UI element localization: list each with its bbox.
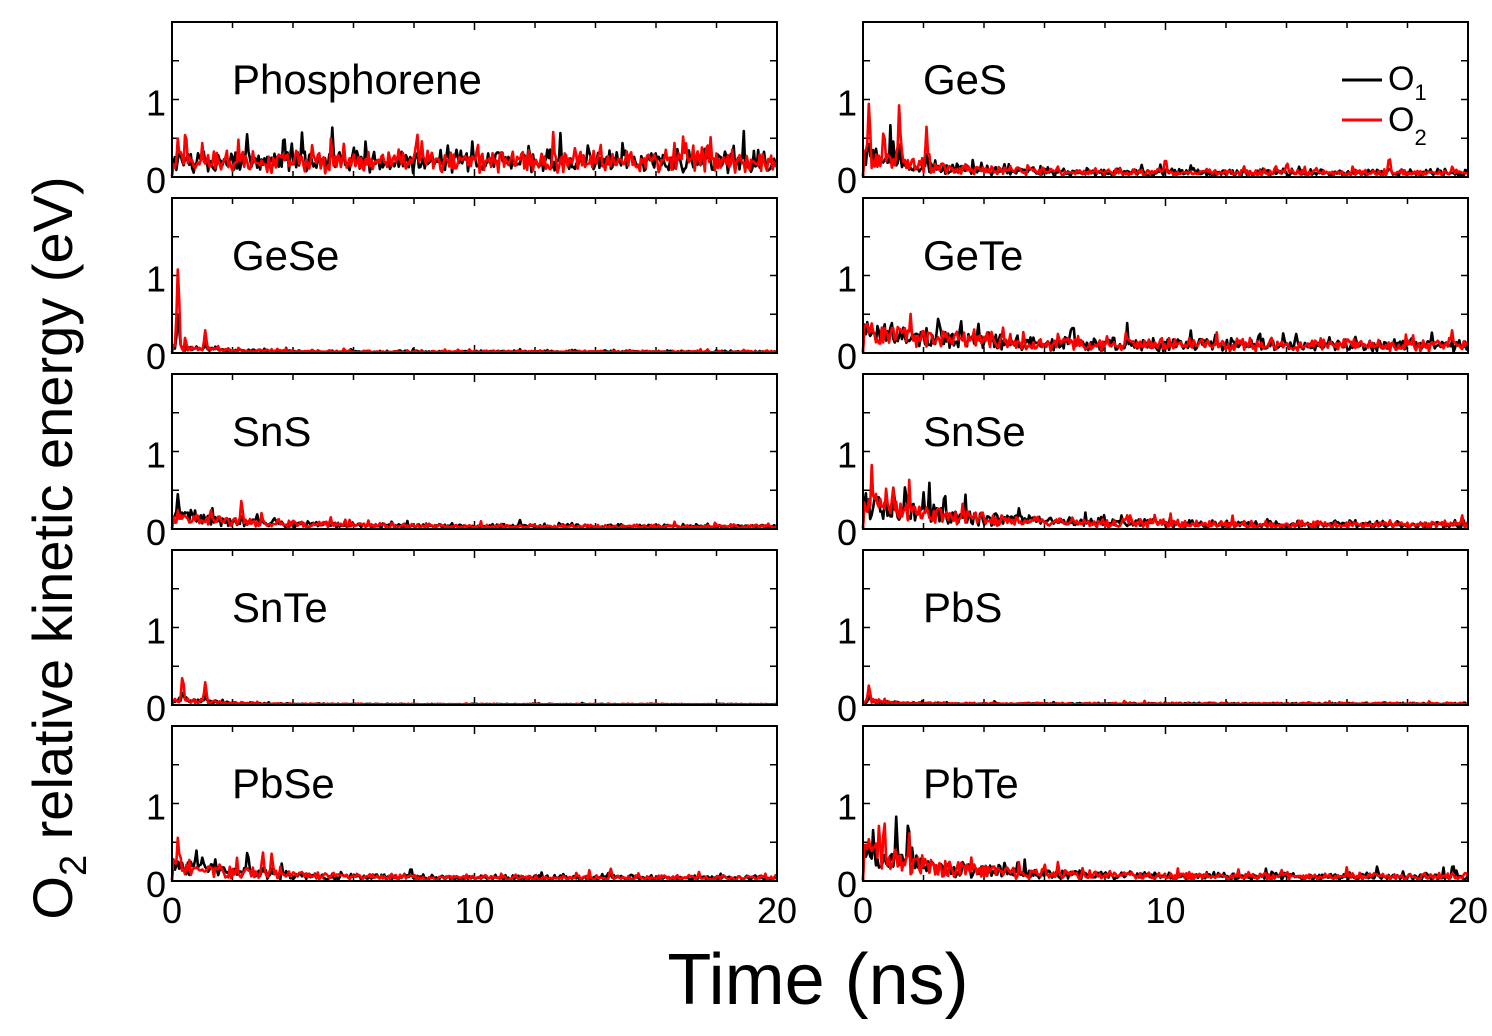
y-tick-label: 1 [146,259,166,300]
panel-phosphorene: Phosphorene 0 1 [146,21,779,201]
legend-label-o2-sub: 2 [1414,125,1426,150]
panel-frame-sns [171,373,778,530]
panel-gese: GeSe 0 1 [146,197,778,377]
legend-label-o2: O2 [1388,101,1427,150]
panel-title-snte: SnTe [232,584,328,631]
panel-title-snse: SnSe [923,408,1026,455]
y-tick-label: 1 [146,787,166,828]
series-line-o2-snse [861,463,1470,530]
y-tick-label: 0 [146,864,166,905]
panel-frame-pbte [862,725,1469,882]
panel-frame-snte [171,549,778,706]
panel-title-ges: GeS [923,56,1007,103]
panel-title-pbse: PbSe [232,760,335,807]
panel-frame-ges [862,21,1469,178]
y-tick-label: 0 [837,512,857,553]
y-axis-label: O2 relative kinetic energy (eV) [21,176,95,919]
panel-frame-gete [862,197,1469,354]
y-tick-label: 1 [837,787,857,828]
series-line-o2-gete [861,312,1469,353]
series-line-o2-ges [861,102,1469,178]
y-tick-label: 0 [146,512,166,553]
panel-gete: GeTe 0 1 [837,197,1470,377]
y-axis-label-rest: relative kinetic energy (eV) [21,176,84,855]
panel-frame-gese [171,197,778,354]
panel-title-gese: GeSe [232,232,339,279]
y-tick-label: 0 [837,864,857,905]
x-tick-label: 20 [757,890,797,931]
y-tick-label: 1 [837,83,857,124]
panel-title-phosphorene: Phosphorene [232,56,482,103]
y-axis-label-sub: 2 [53,855,95,876]
x-tick-label: 20 [1448,890,1488,931]
y-tick-label: 1 [837,259,857,300]
x-tick-label: 10 [1145,890,1185,931]
series-line-o2-phosphorene [170,130,779,177]
panel-frame-pbs [862,549,1469,706]
y-tick-label: 0 [146,336,166,377]
panel-title-gete: GeTe [923,232,1023,279]
series-line-o2-pbs [861,684,1469,706]
panel-ges: GeS 0 1 [837,21,1469,201]
series-line-o2-pbte [861,822,1470,882]
y-tick-label: 1 [146,435,166,476]
legend: O1 O2 [1342,60,1427,150]
panel-title-pbte: PbTe [923,760,1019,807]
legend-label-o2-main: O [1388,101,1414,139]
y-tick-label: 0 [146,160,166,201]
panel-title-sns: SnS [232,408,311,455]
panel-snte: SnTe 0 1 [146,549,778,729]
y-tick-label: 0 [146,688,166,729]
y-tick-label: 0 [837,160,857,201]
panel-frame-phosphorene [171,21,778,178]
legend-label-o1-main: O [1388,60,1414,98]
y-tick-label: 1 [146,83,166,124]
panel-sns: SnS 0 1 [146,373,779,553]
y-tick-label: 1 [146,611,166,652]
x-tick-label: 10 [454,890,494,931]
y-tick-label: 1 [837,435,857,476]
legend-label-o1-sub: 1 [1414,80,1426,105]
y-tick-label: 0 [837,336,857,377]
panel-pbs: PbS 0 1 [837,549,1469,729]
legend-label-o1: O1 [1388,60,1427,105]
x-tick-label: 0 [853,890,873,931]
x-tick-label: 0 [162,890,182,931]
panel-snse: SnSe 0 1 [837,373,1470,553]
series-line-o2-gese [170,268,778,354]
panel-frame-pbse [171,725,778,882]
y-axis-label-main: O [21,876,84,920]
series-line-o2-sns [170,499,779,530]
panel-title-pbs: PbS [923,584,1002,631]
panel-frame-snse [862,373,1469,530]
y-tick-label: 0 [837,688,857,729]
y-tick-label: 1 [837,611,857,652]
x-axis-label: Time (ns) [667,940,968,1020]
series-line-o2-pbse [170,836,778,882]
